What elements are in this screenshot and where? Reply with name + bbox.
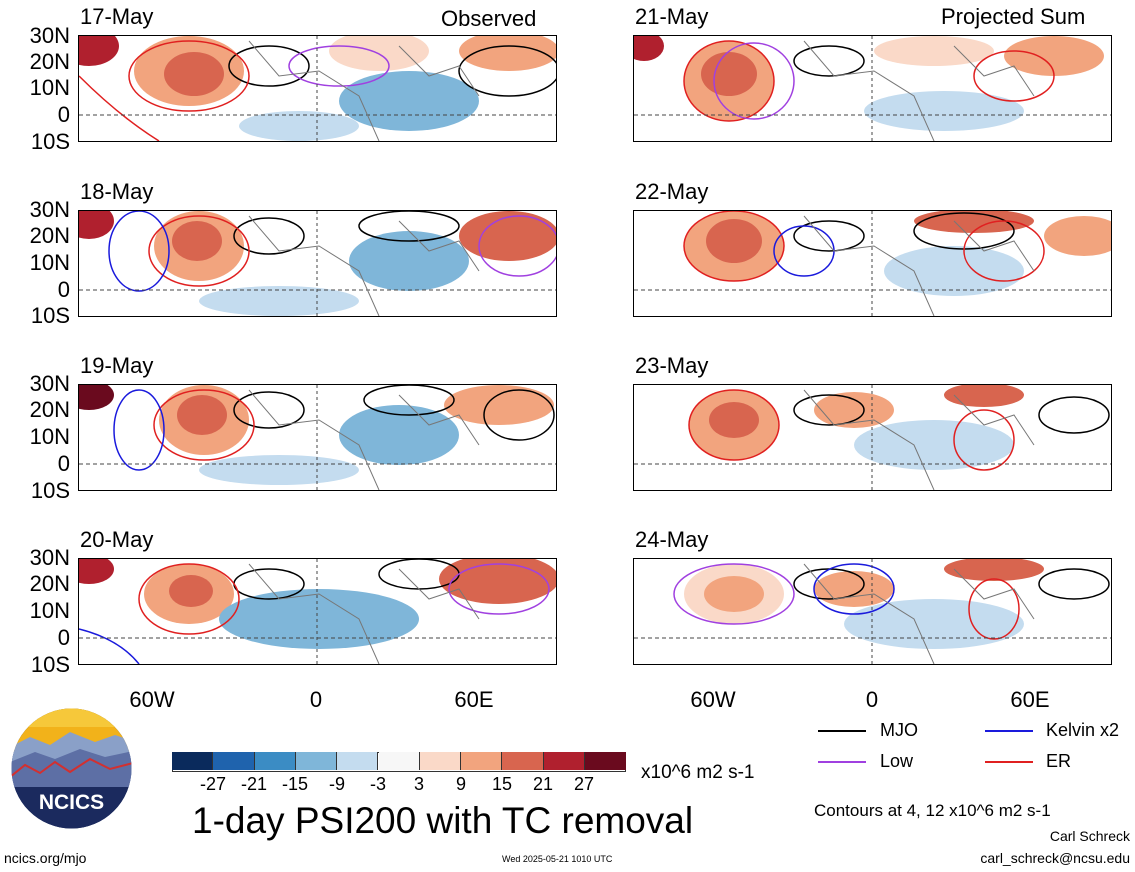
colorbar-label: -9 <box>328 774 345 794</box>
lat-label: 20N <box>29 223 70 248</box>
lon-label: 60E <box>1010 687 1050 712</box>
legend-label-mjo: MJO <box>880 720 918 740</box>
legend-line-kelvin <box>985 730 1033 732</box>
lat-label: 10S <box>30 129 70 154</box>
colorbar-swatch <box>378 752 420 770</box>
lon-label: 60E <box>454 687 494 712</box>
anomaly-map <box>78 210 557 317</box>
lat-label: 10N <box>29 598 70 623</box>
panel-date: 21-May <box>635 4 709 29</box>
lat-label: 20N <box>29 49 70 74</box>
panel-date: 24-May <box>635 527 709 552</box>
colorbar-label: 27 <box>573 774 595 794</box>
lat-label: 10N <box>29 75 70 100</box>
colorbar-swatch <box>172 752 214 770</box>
colorbar-units: x10^6 m2 s-1 <box>641 762 755 783</box>
colorbar-label: 9 <box>455 774 466 794</box>
footer-email[interactable]: carl_schreck@ncsu.edu <box>980 850 1130 866</box>
panel-date: 19-May <box>80 353 154 378</box>
lat-label: 0 <box>57 625 70 650</box>
contours-note: Contours at 4, 12 x10^6 m2 s-1 <box>814 801 1051 820</box>
lat-label: 0 <box>57 277 70 302</box>
panel-date: 22-May <box>635 179 709 204</box>
footer-author: Carl Schreck <box>1049 828 1130 844</box>
lat-label: 30N <box>29 23 70 48</box>
lat-label: 30N <box>29 545 70 570</box>
lat-label: 0 <box>57 102 70 127</box>
colorbar-label: -15 <box>281 774 308 794</box>
anomaly-map <box>633 558 1112 665</box>
colorbar-label: -21 <box>240 774 267 794</box>
legend-label-kelvin: Kelvin x2 <box>1046 720 1120 740</box>
colorbar-label: 21 <box>532 774 554 794</box>
colorbar-swatch <box>337 752 379 770</box>
lat-label: 30N <box>29 197 70 222</box>
colorbar-label: -3 <box>369 774 386 794</box>
logo-text: NCICS <box>38 791 105 814</box>
lon-label: 60W <box>129 687 175 712</box>
anomaly-map <box>78 35 557 142</box>
colorbar-swatch <box>461 752 503 770</box>
lat-label: 10N <box>29 250 70 275</box>
colorbar-swatch <box>585 752 626 770</box>
colorbar-swatch <box>254 752 296 770</box>
legend-line-mjo <box>818 730 866 732</box>
anomaly-map <box>78 384 557 491</box>
colorbar <box>172 752 626 772</box>
anomaly-map <box>78 558 557 665</box>
lat-label: 10S <box>30 478 70 503</box>
lon-label: 0 <box>309 687 323 712</box>
colorbar-label: -27 <box>199 774 226 794</box>
lat-label: 20N <box>29 397 70 422</box>
lat-label: 20N <box>29 571 70 596</box>
colorbar-swatch <box>295 752 338 770</box>
footer-timestamp: Wed 2025-05-21 1010 UTC <box>502 854 613 864</box>
lat-label: 10S <box>30 652 70 677</box>
panel-date: 23-May <box>635 353 709 378</box>
colorbar-swatch <box>543 752 585 770</box>
colorbar-swatch <box>213 752 255 770</box>
lat-label: 0 <box>57 451 70 476</box>
legend-label-low: Low <box>880 751 914 771</box>
anomaly-map <box>633 210 1112 317</box>
footer-url[interactable]: ncics.org/mjo <box>4 850 87 866</box>
legend-line-er <box>985 761 1033 763</box>
lat-label: 30N <box>29 371 70 396</box>
lat-label: 10S <box>30 303 70 328</box>
observed-title: Observed <box>441 6 537 31</box>
legend-label-er: ER <box>1046 751 1072 771</box>
anomaly-map <box>633 35 1112 142</box>
lat-label: 10N <box>29 424 70 449</box>
anomaly-map <box>633 384 1112 491</box>
colorbar-swatch <box>419 752 462 770</box>
legend-line-low <box>818 761 866 763</box>
colorbar-swatch <box>502 752 544 770</box>
panel-date: 18-May <box>80 179 154 204</box>
panel-date: 17-May <box>80 4 154 29</box>
lon-label: 60W <box>690 687 736 712</box>
colorbar-label: 15 <box>491 774 513 794</box>
lon-label: 0 <box>865 687 879 712</box>
ncics-logo: NCICS <box>10 707 133 830</box>
projected-sum-title: Projected Sum <box>941 4 1086 29</box>
colorbar-label: 3 <box>413 774 424 794</box>
panel-date: 20-May <box>80 527 154 552</box>
figure-title: 1-day PSI200 with TC removal <box>192 800 694 841</box>
